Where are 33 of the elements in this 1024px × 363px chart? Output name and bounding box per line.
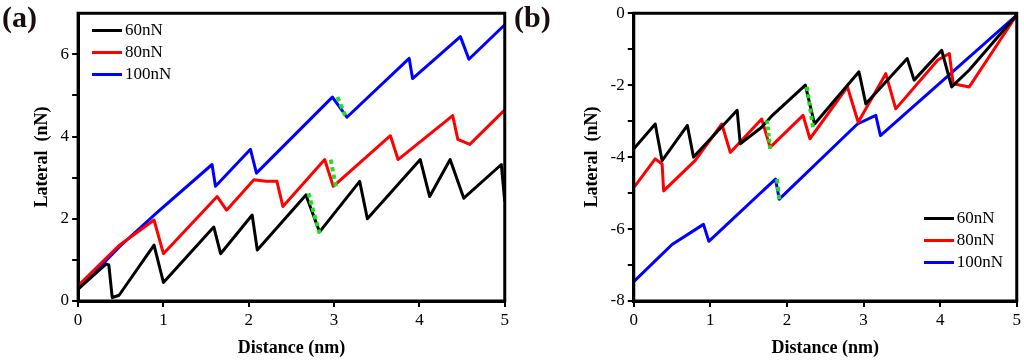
x-tick-label: 1 bbox=[159, 309, 168, 329]
y-tick-label: 0 bbox=[60, 290, 70, 310]
x-tick-label: 3 bbox=[859, 309, 868, 329]
y-tick-label: -2 bbox=[610, 74, 625, 94]
chart-title: (b) bbox=[514, 0, 551, 34]
y-tick-label: 6 bbox=[60, 43, 70, 63]
legend-label: 60nN bbox=[124, 19, 164, 42]
x-tick-label: 0 bbox=[73, 309, 83, 329]
legend-label: 80nN bbox=[124, 41, 164, 64]
x-tick-label: 1 bbox=[706, 309, 715, 329]
y-tick-label: 0 bbox=[616, 2, 625, 22]
y-tick-label: -4 bbox=[610, 146, 626, 166]
legend-label: 80nN bbox=[955, 229, 996, 251]
x-tick-label: 2 bbox=[244, 309, 254, 329]
legend-label: 100nN bbox=[124, 63, 172, 86]
x-axis-title: Distance (nm) bbox=[237, 336, 346, 358]
legend-label: 60nN bbox=[955, 207, 996, 229]
x-tick-label: 0 bbox=[629, 309, 639, 329]
x-tick-label: 5 bbox=[500, 309, 509, 329]
x-tick-label: 2 bbox=[782, 309, 792, 329]
x-axis-title: Distance (nm) bbox=[771, 336, 879, 358]
x-tick-label: 3 bbox=[329, 309, 339, 329]
y-tick-label: 4 bbox=[60, 126, 70, 146]
chart-title: (a) bbox=[2, 0, 37, 34]
x-tick-label: 5 bbox=[1012, 309, 1021, 329]
y-tick-label: -8 bbox=[610, 290, 625, 310]
y-tick-label: 2 bbox=[60, 208, 70, 228]
y-tick-label: -6 bbox=[610, 218, 625, 238]
legend-label: 100nN bbox=[955, 251, 1004, 273]
x-tick-label: 4 bbox=[935, 309, 945, 329]
y-axis-title: Lateral (nN) bbox=[31, 106, 53, 208]
x-tick-label: 4 bbox=[415, 309, 425, 329]
y-axis-title: Lateral (nN) bbox=[581, 106, 603, 208]
